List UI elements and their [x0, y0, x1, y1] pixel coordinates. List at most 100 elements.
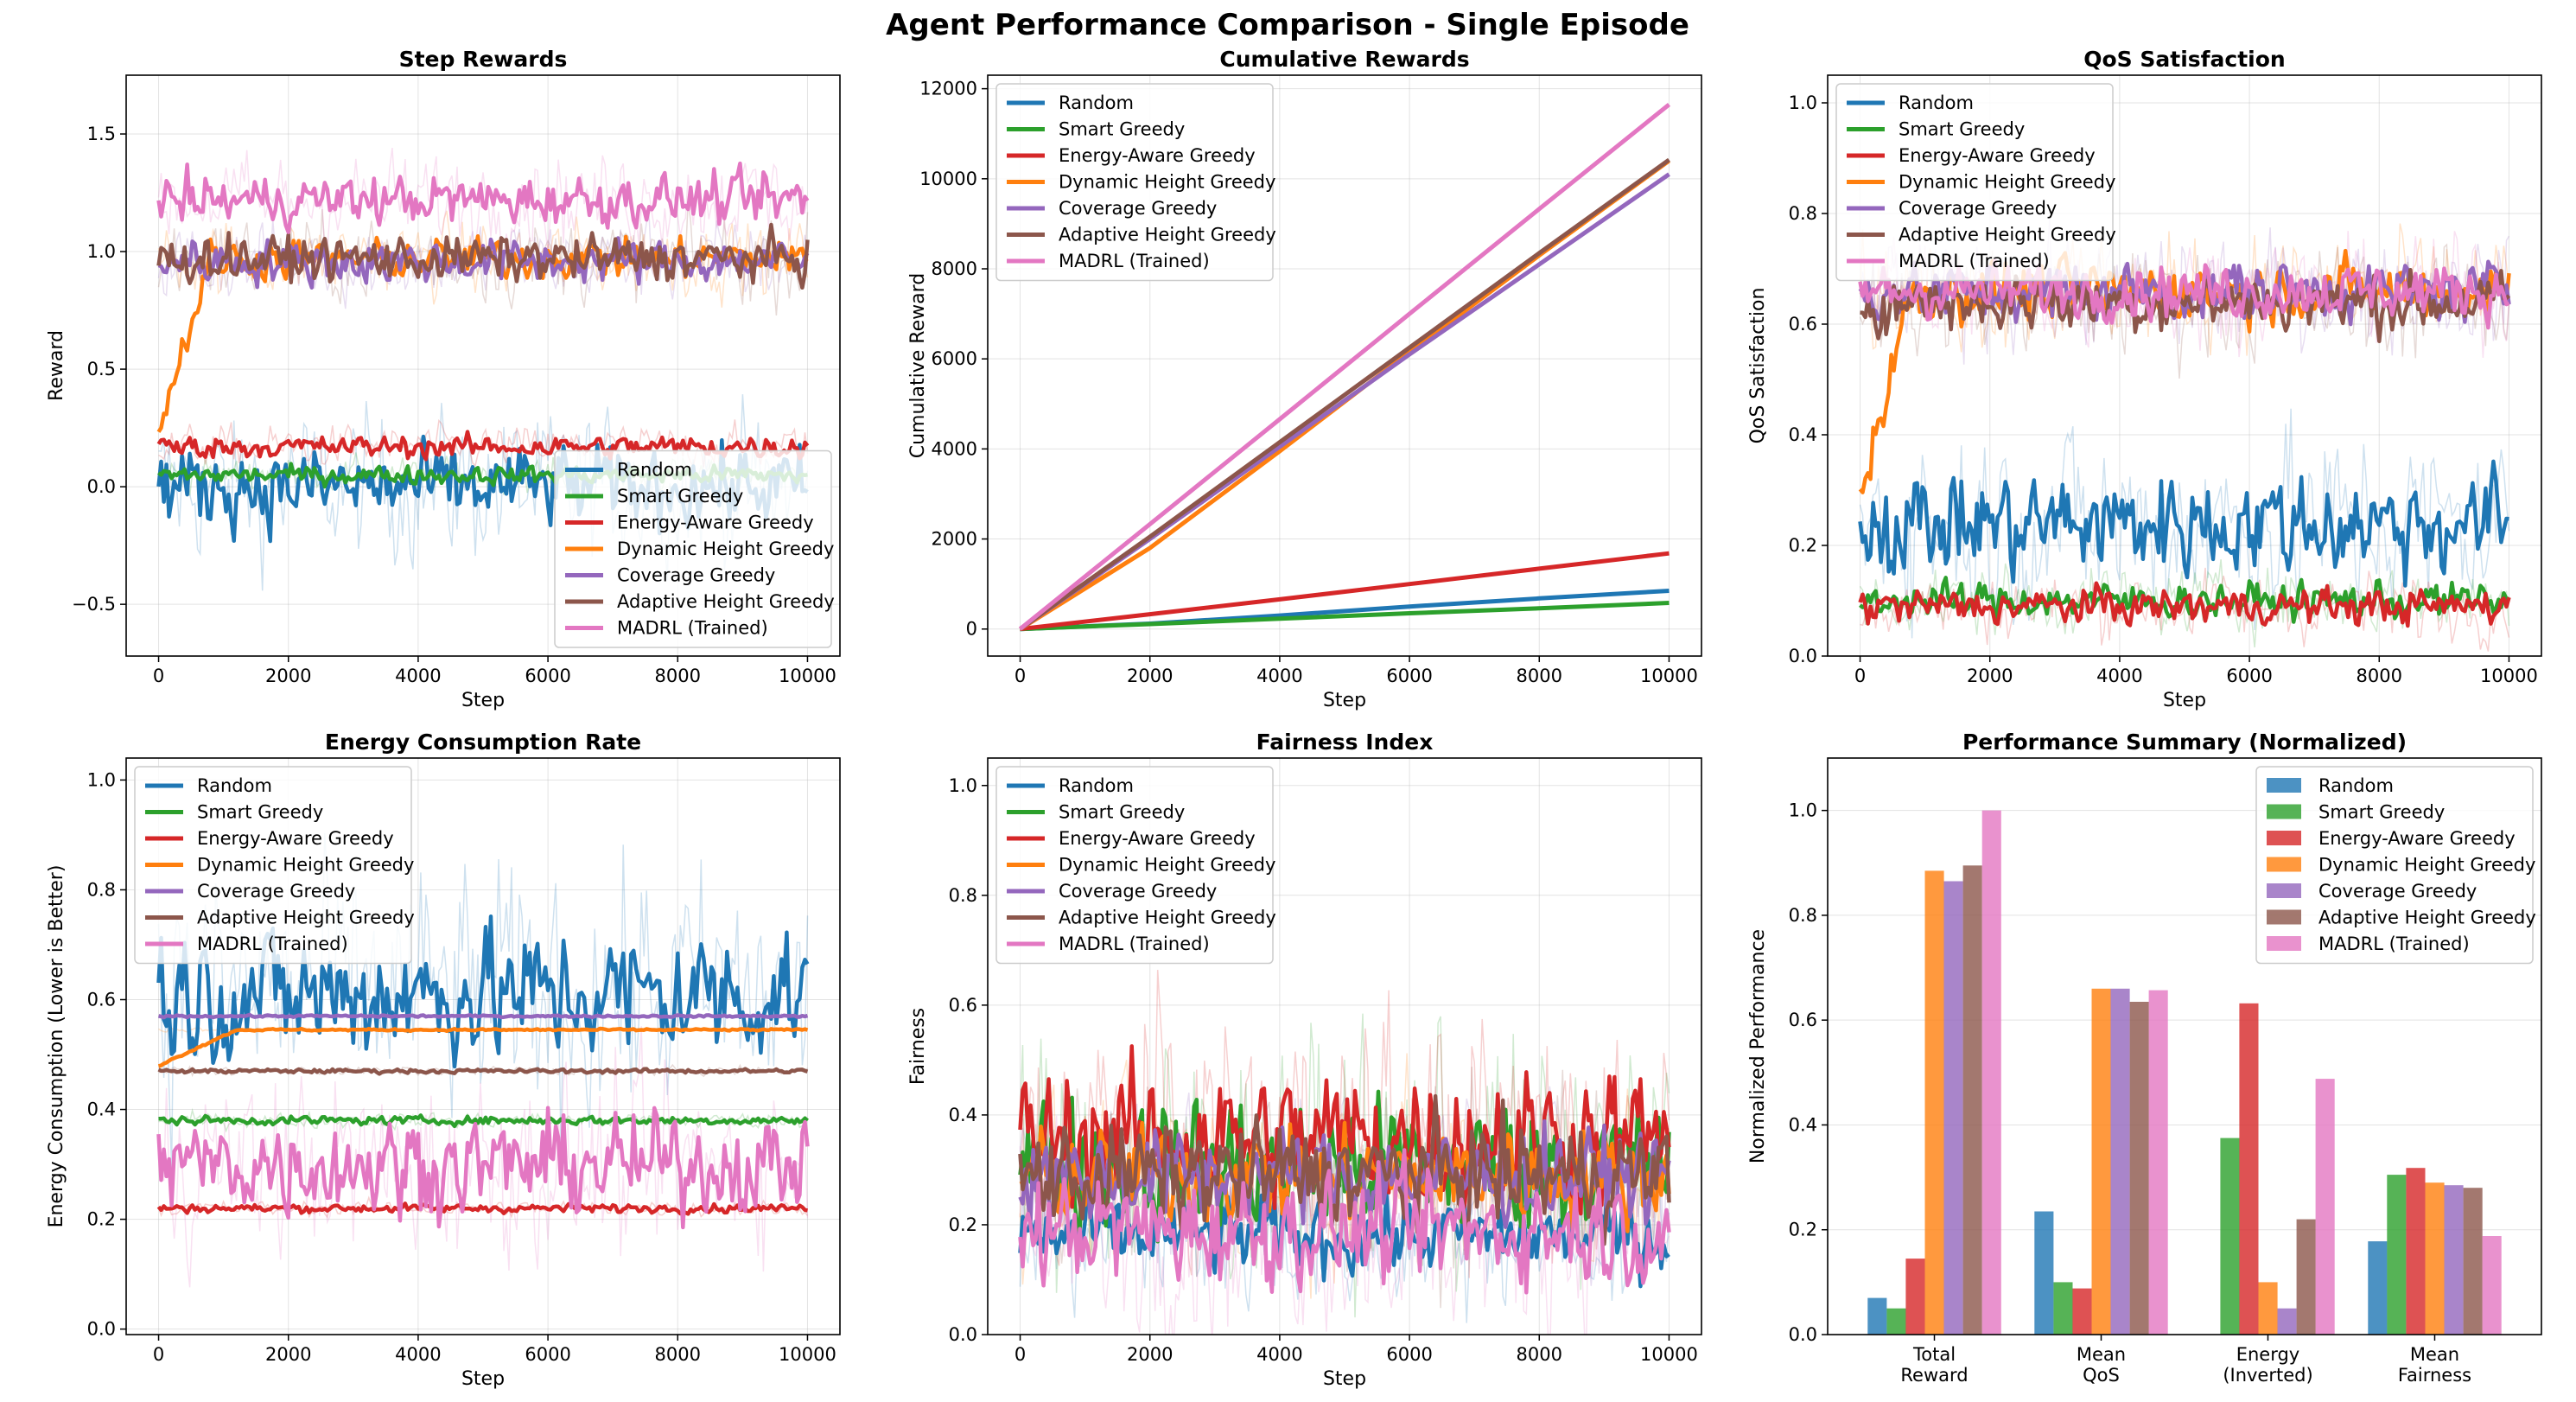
x-tick-label: Total: [1912, 1344, 1956, 1365]
legend-label: Dynamic Height Greedy: [617, 538, 834, 559]
axes-frame: [987, 757, 1702, 1335]
legend-label: Random: [617, 460, 692, 481]
bar: [2277, 1308, 2297, 1335]
bar: [1924, 870, 1944, 1335]
series-line: [157, 236, 810, 290]
y-tick-label: 0.6: [1789, 1010, 1817, 1030]
bar: [2315, 1079, 2335, 1335]
legend: Random Smart Greedy Energy-Aware Greedy Dyn…: [554, 449, 835, 648]
legend-label: Energy-Aware Greedy: [617, 513, 814, 533]
y-tick-label: 1.0: [1789, 800, 1817, 821]
y-tick-label: 0.6: [87, 990, 116, 1010]
legend-label: Dynamic Height Greedy: [1059, 172, 1275, 193]
axes-frame: [125, 74, 841, 657]
legend-label: Coverage Greedy: [617, 565, 775, 586]
chart-panel: 0.0 0.2 0.4 0.6 0.8 1.0 0 2000 4000 6000 8000 10000…: [907, 730, 1702, 1390]
y-tick-label: 4000: [932, 438, 977, 459]
y-tick-label: 2000: [932, 529, 977, 550]
y-tick-label: 0.0: [87, 476, 116, 497]
y-tick-label: 1.0: [1789, 92, 1817, 113]
x-tick-label: Energy: [2236, 1344, 2300, 1365]
chart-panel: 0.00.20.40.60.81.0TotalRewardMeanQoSEner…: [1747, 730, 2542, 1386]
x-tick-label: 4000: [395, 666, 441, 686]
y-tick-label: 0.4: [87, 1099, 116, 1120]
y-tick-label: 0.6: [1789, 314, 1817, 335]
y-tick-label: 0.0: [1789, 1324, 1817, 1345]
legend-label: Smart Greedy: [197, 802, 323, 823]
series-line: [1859, 576, 2509, 624]
x-tick-label: 2000: [265, 666, 311, 686]
x-tick-label: 8000: [655, 1344, 701, 1365]
x-tick-label: 2000: [265, 1344, 311, 1365]
bar: [2296, 1219, 2316, 1335]
legend-swatch: [2267, 804, 2301, 819]
y-tick-label: 0.0: [87, 1319, 116, 1340]
legend-label: Energy-Aware Greedy: [1059, 145, 1256, 166]
legend: Random Smart Greedy Energy-Aware Greedy Dyn…: [995, 83, 1276, 282]
bar: [1962, 865, 1982, 1335]
legend-label: Adaptive Height Greedy: [1059, 908, 1276, 928]
bar: [1867, 1297, 1887, 1335]
y-tick-label: 1.0: [87, 241, 116, 262]
bar: [2258, 1282, 2278, 1335]
y-tick-label: 0.4: [1789, 424, 1817, 445]
y-axis-label: Normalized Performance: [1747, 929, 1769, 1163]
legend-box: [134, 766, 412, 965]
legend-label: Random: [1059, 775, 1134, 796]
axes-frame: [1827, 757, 2542, 1335]
x-tick-label: 10000: [1640, 666, 1698, 686]
bar: [1943, 881, 1963, 1335]
x-tick-label: 4000: [2096, 666, 2142, 686]
legend: Random Smart Greedy Energy-Aware Greedy Dyn…: [134, 766, 415, 965]
chart-panel: 0.0 0.2 0.4 0.6 0.8 1.0 0 2000 4000 6000 8000 10000…: [1747, 47, 2542, 711]
legend: Random Smart Greedy Energy-Aware Greedy Dyn…: [1835, 83, 2116, 282]
plot-area: [1018, 970, 1671, 1335]
bar: [2406, 1168, 2426, 1335]
y-tick-label: 0.8: [1789, 203, 1817, 224]
legend-label: Smart Greedy: [2318, 802, 2445, 823]
series-line: [1018, 1148, 1671, 1295]
x-tick-label: 4000: [1256, 666, 1302, 686]
series-line: [156, 1106, 810, 1230]
bar: [1886, 1308, 1906, 1335]
x-axis-label: Step: [1323, 1368, 1366, 1390]
legend-label: MADRL (Trained): [197, 934, 348, 954]
legend-box: [995, 83, 1274, 282]
series-line: [157, 1012, 809, 1020]
y-tick-label: 0.4: [1789, 1114, 1817, 1135]
y-axis-label: QoS Satisfaction: [1747, 288, 1769, 444]
bar: [2239, 1003, 2259, 1335]
y-tick-label: 0.5: [87, 359, 116, 379]
x-tick-label: 0: [153, 666, 164, 686]
legend-label: Coverage Greedy: [1059, 881, 1217, 902]
legend-label: Energy-Aware Greedy: [197, 828, 394, 849]
x-tick-label: 4000: [1256, 1344, 1302, 1365]
plot-area: [1867, 810, 2502, 1335]
legend-swatch: [2267, 857, 2301, 872]
bar: [2482, 1236, 2502, 1335]
legend-label: Smart Greedy: [1059, 119, 1185, 140]
axes-frame: [987, 74, 1702, 657]
legend-label: Coverage Greedy: [1059, 198, 1217, 219]
legend-label: Energy-Aware Greedy: [1059, 828, 1256, 849]
y-axis-label: Fairness: [907, 1008, 929, 1085]
x-tick-label: QoS: [2083, 1365, 2120, 1386]
y-tick-label: −0.5: [72, 594, 116, 615]
x-tick-label: 10000: [779, 1344, 836, 1365]
series-line: [1858, 581, 2511, 628]
legend-label: Coverage Greedy: [1899, 198, 2057, 219]
legend-label: Energy-Aware Greedy: [2318, 828, 2516, 849]
y-axis-label: Energy Consumption (Lower is Better): [46, 865, 67, 1228]
bar: [2425, 1182, 2445, 1335]
series-line: [156, 430, 810, 462]
series-line: [158, 1113, 809, 1129]
series-line: [1858, 258, 2510, 330]
series-line: [1019, 157, 1670, 631]
chart-panel: 0.0 0.2 0.4 0.6 0.8 1.0 0 2000 4000 6000 8000 10000…: [46, 730, 841, 1390]
legend-swatch: [2267, 909, 2301, 925]
x-tick-label: (Inverted): [2223, 1365, 2312, 1386]
legend-label: MADRL (Trained): [1059, 934, 1210, 954]
chart-panel: 0 2000 4000 6000 8000 10000 12000 0 2000 4000 6000…: [907, 47, 1702, 711]
legend-label: Random: [197, 775, 272, 796]
x-tick-label: 8000: [2357, 666, 2402, 686]
